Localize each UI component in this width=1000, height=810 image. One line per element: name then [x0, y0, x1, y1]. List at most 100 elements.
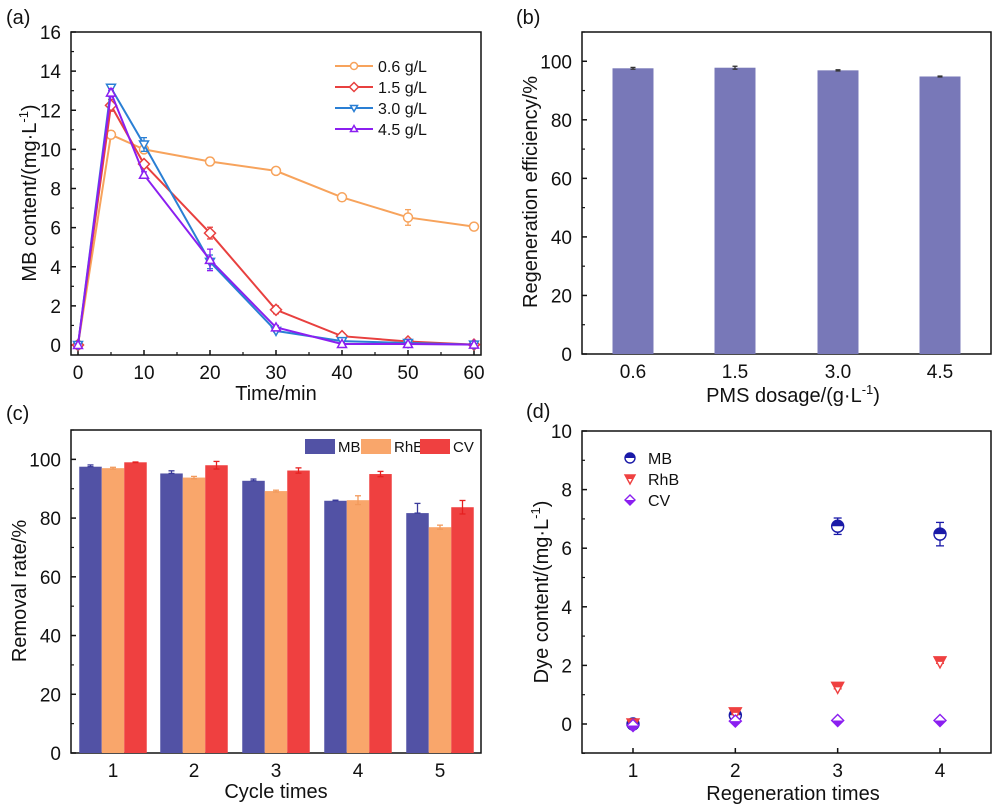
x-tick-label: 0.6 [620, 362, 646, 383]
bar [817, 70, 859, 354]
y-tick-label: 0 [50, 336, 61, 357]
y-tick-label: 6 [561, 539, 572, 560]
panel-c: (c) 0 20 40 60 80 100 1 2 3 4 5 MB RhB CV Cycle time… [6, 403, 482, 803]
panel-a-label: (a) [6, 7, 30, 29]
panel-c-xlabel: Cycle times [224, 781, 327, 803]
legend-swatch [420, 439, 450, 454]
panel-c-ylabel: Removal rate/% [9, 520, 31, 662]
legend-label: MB [648, 451, 672, 468]
x-tick-label: 20 [199, 363, 220, 384]
legend-label: 1.5 g/L [378, 80, 427, 97]
marker-diamond-half [627, 725, 639, 732]
marker-circle [270, 165, 282, 177]
legend-label: 3.0 g/L [378, 101, 427, 118]
x-tick-label: 50 [397, 363, 418, 384]
marker-circle [204, 156, 216, 167]
bar [182, 477, 206, 753]
legend-label: 4.5 g/L [378, 122, 427, 139]
x-tick-label: 60 [463, 363, 484, 384]
bar [406, 513, 429, 753]
bar [451, 507, 474, 753]
x-tick-label: 1.5 [722, 362, 748, 383]
marker-diamond-half [729, 721, 742, 728]
marker-triangle-up [402, 337, 414, 349]
y-tick-label: 20 [551, 286, 572, 307]
marker-triangle-half [934, 656, 946, 662]
x-tick-label: 0 [73, 363, 84, 384]
series-RhB [625, 656, 948, 732]
marker-triangle-half [625, 475, 635, 479]
y-tick-label: 60 [551, 169, 572, 190]
marker-circle-half [831, 520, 844, 527]
panel-b-label: (b) [516, 7, 540, 29]
series-CV [124, 460, 474, 753]
y-tick-label: 100 [29, 450, 61, 471]
panel-a-ylabel: MB content/(mg·L-1) [16, 104, 41, 281]
panel-c-legend: MB RhB CV [305, 439, 474, 456]
series-CV [626, 713, 947, 733]
series-MB [79, 464, 429, 753]
panel-a-xlabel: Time/min [235, 383, 316, 405]
panel-d-ylabel: Dye content/(mg·L-1) [528, 501, 553, 684]
marker-triangle-up [204, 253, 216, 265]
y-tick-label: 0 [561, 715, 572, 736]
bar [369, 474, 392, 753]
bar [346, 500, 370, 753]
x-tick-label: 4 [353, 761, 364, 782]
panel-b-xlabel: PMS dosage/(g·L-1) [706, 382, 880, 407]
panel-c-label: (c) [6, 403, 29, 425]
x-tick-label: 40 [331, 363, 352, 384]
marker-triangle-down [138, 140, 150, 151]
x-tick-label: 1 [628, 761, 639, 782]
y-tick-label: 2 [561, 656, 572, 677]
bar [101, 468, 125, 753]
bar [287, 470, 310, 753]
bar [324, 500, 347, 753]
legend-label: CV [648, 493, 671, 510]
x-tick-label: 3 [271, 761, 282, 782]
y-tick-label: 12 [40, 101, 61, 122]
marker-triangle-up [72, 338, 84, 350]
x-tick-label: 3.0 [825, 362, 851, 383]
legend-swatch [305, 439, 335, 454]
y-tick-label: 20 [40, 685, 61, 706]
panel-b-ylabel: Regeneration efficiency/% [520, 76, 542, 308]
series-line [77, 88, 475, 346]
marker-circle-half [625, 453, 635, 458]
panel-d-xlabel: Regeneration times [706, 783, 879, 805]
marker-diamond [348, 81, 360, 93]
bar [160, 473, 183, 753]
marker-diamond-half [625, 500, 635, 505]
y-tick-label: 8 [561, 481, 572, 502]
panel-b-frame [581, 31, 992, 355]
series-RhB [101, 466, 452, 753]
marker-circle [336, 192, 348, 203]
panel-d-label: (d) [526, 401, 550, 423]
marker-triangle-up [468, 338, 480, 349]
marker-diamond [269, 303, 283, 317]
panel-d-legend: MB RhB CV [623, 451, 679, 510]
bar [205, 465, 228, 753]
x-tick-label: 2 [189, 761, 200, 782]
bar [242, 480, 265, 753]
series-line [77, 84, 475, 346]
bar [428, 527, 452, 753]
panel-b: (b) 0 20 40 60 80 100 0.6 1.5 3.0 4.5 PMS dosage/… [516, 7, 992, 407]
marker-triangle-up [336, 337, 348, 349]
y-tick-label: 80 [551, 111, 572, 132]
marker-diamond-half [934, 720, 946, 727]
marker-triangle-up [138, 168, 150, 180]
series-line [77, 133, 475, 346]
x-tick-label: 4.5 [927, 362, 953, 383]
y-tick-label: 40 [551, 228, 572, 249]
y-tick-label: 0 [50, 744, 61, 765]
series-06gL [72, 129, 480, 351]
marker-circle [402, 212, 414, 223]
legend-label: CV [453, 439, 474, 456]
bar [264, 491, 288, 753]
legend-label: MB [338, 439, 361, 456]
bar [919, 76, 961, 355]
legend-label: 0.6 g/L [378, 59, 427, 76]
